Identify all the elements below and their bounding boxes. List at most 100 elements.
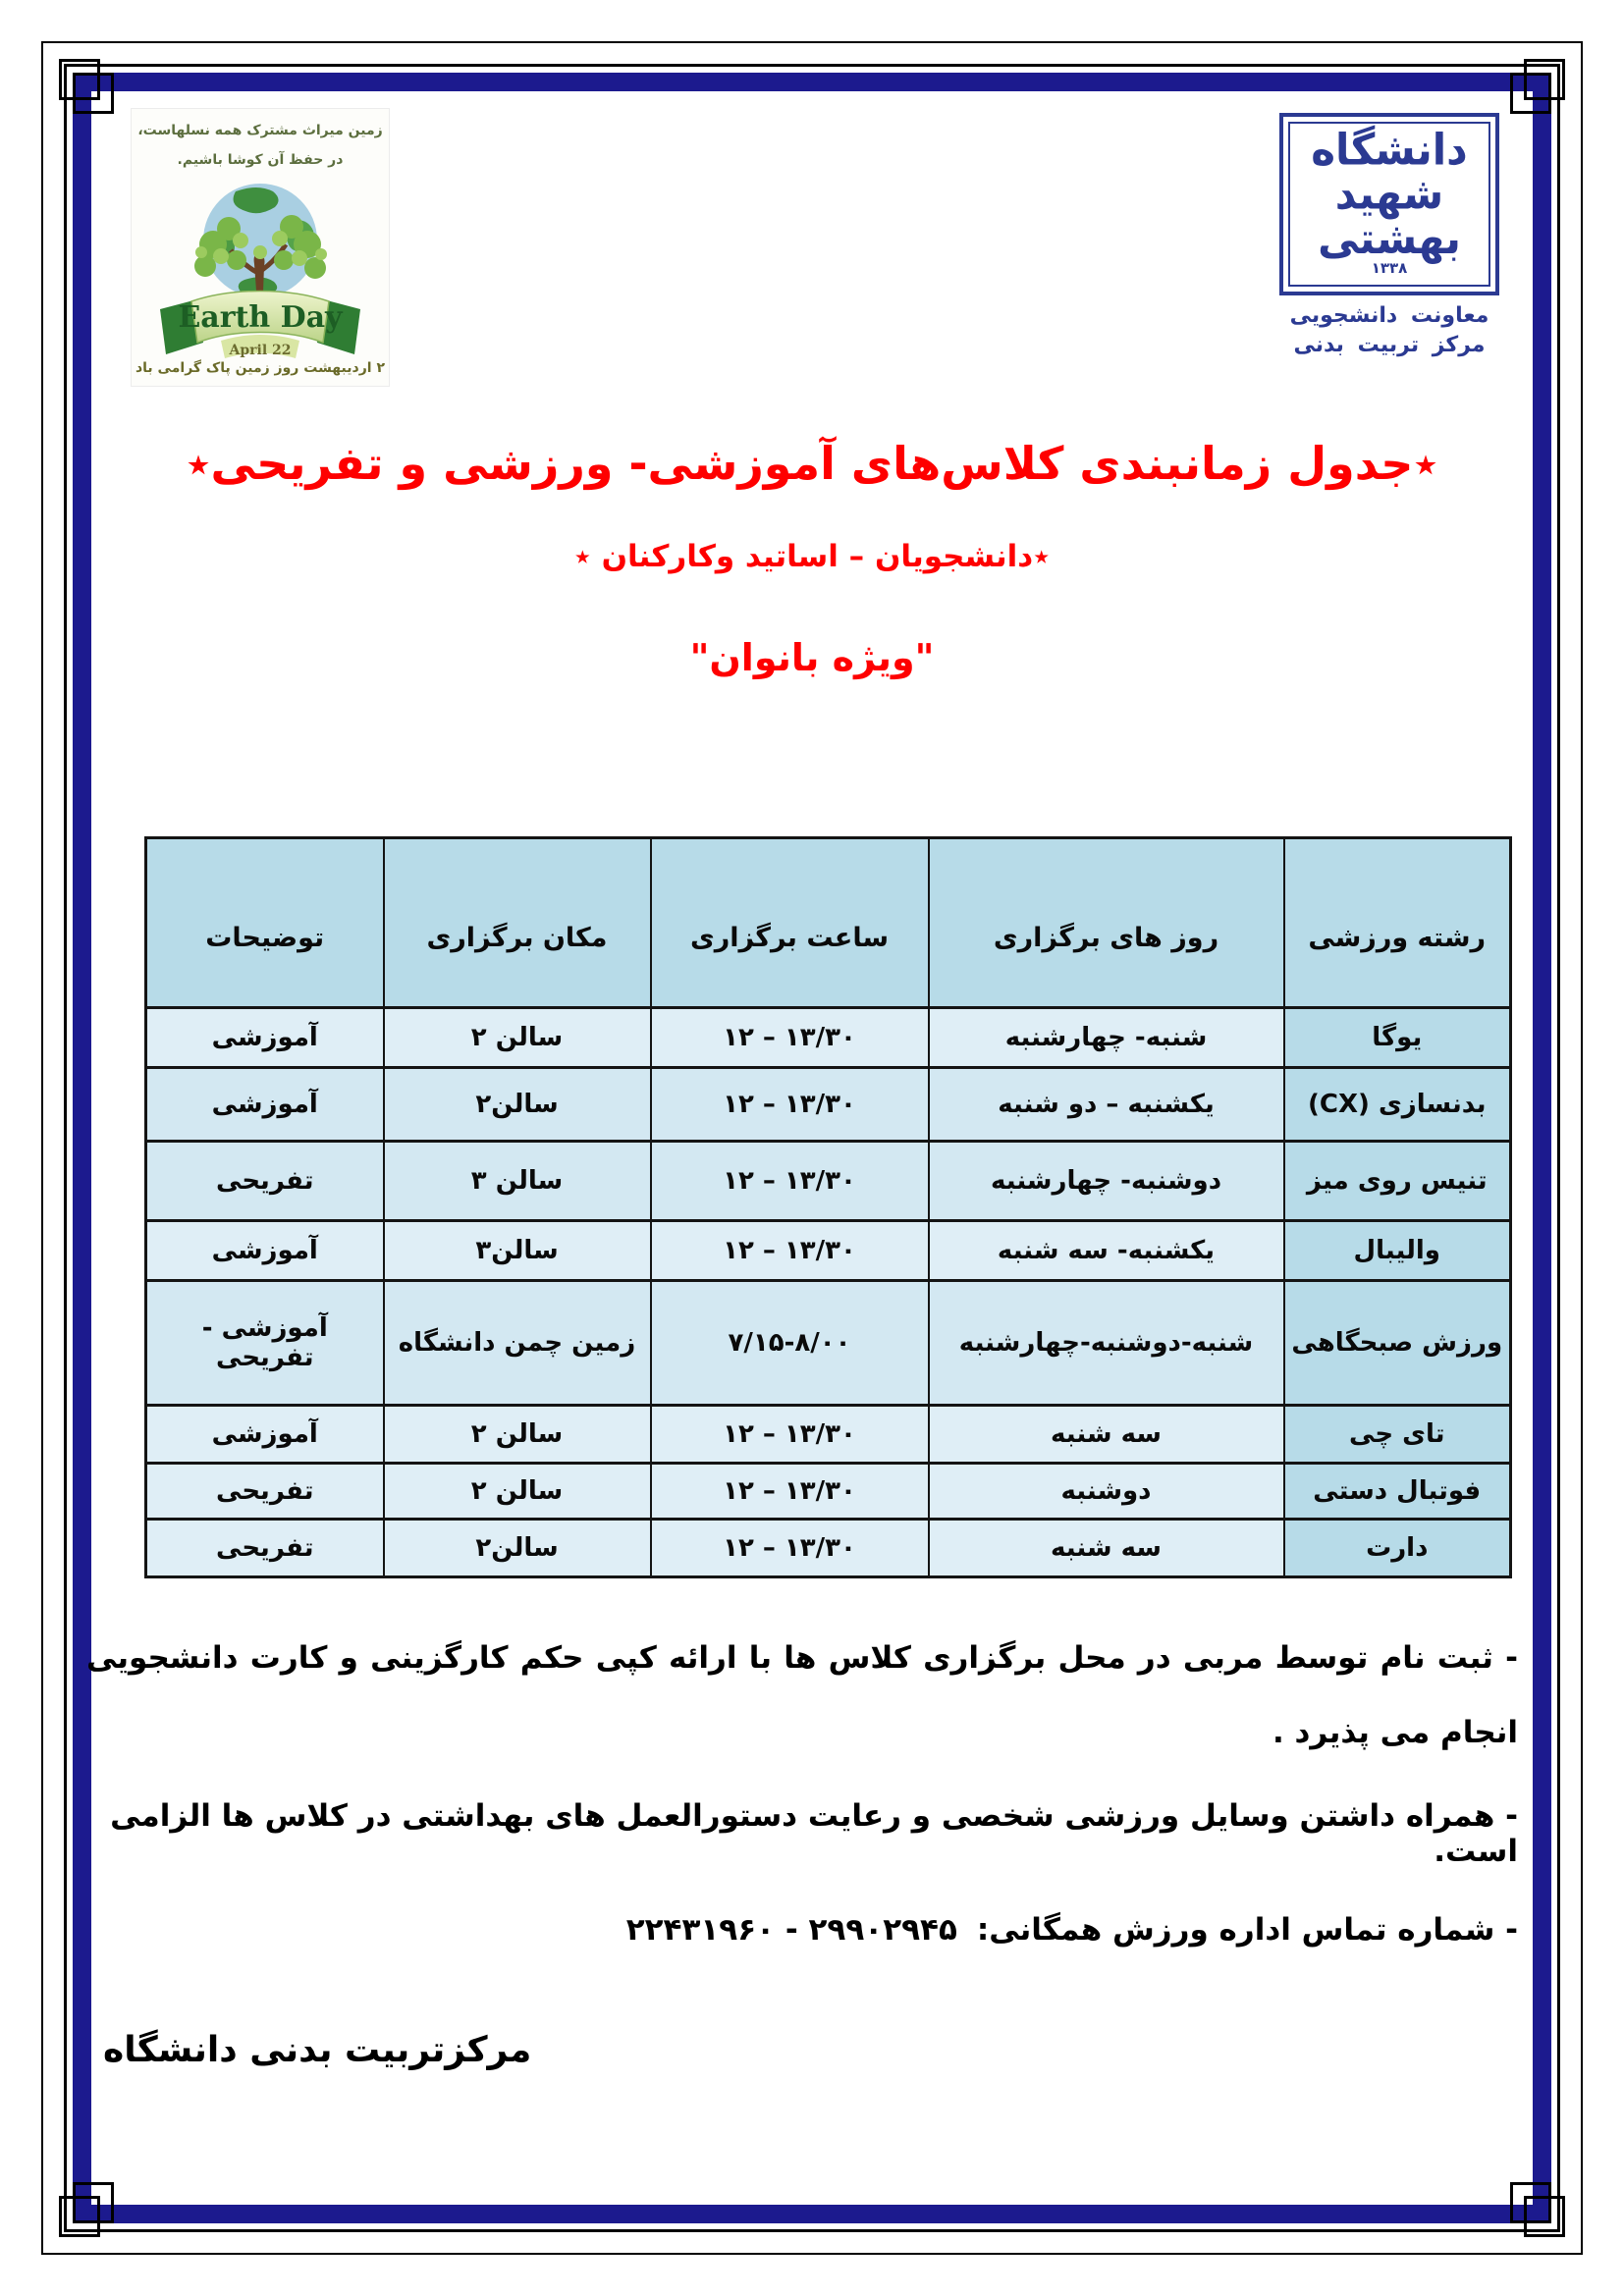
time-range: ۱۲ – ۱۳/۳۰ [723, 1533, 856, 1563]
cell-days: سه شنبه [927, 1518, 1285, 1578]
university-logo: دانشگاه شهید بهشتی ۱۳۳۸ معاونت دانشجویی … [1279, 113, 1499, 359]
cell-time: ۱۲ – ۱۳/۳۰ [649, 1006, 930, 1069]
table-header-row: رشته ورزشی روز های برگزاری ساعت برگزاری … [144, 836, 1512, 1009]
earth-day-banner-title: Earth Day [178, 300, 344, 335]
time-range: ۱۲ – ۱۳/۳۰ [723, 1419, 856, 1449]
cell-sport: تای چی [1282, 1404, 1512, 1465]
corner-ornament [1524, 2196, 1565, 2237]
table-row: تنیس روی میز دوشنبه- چهارشنبه ۱۲ – ۱۳/۳۰ سا… [144, 1140, 1512, 1222]
time-range: ۱۲ – ۱۳/۳۰ [723, 1023, 856, 1052]
university-logo-subtitle-2: مرکز تربیت بدنی [1293, 332, 1486, 357]
earth-globe-illustration: Earth Day April 22 [160, 184, 360, 358]
cell-place: سالن ۳ [382, 1140, 652, 1222]
cell-time: ۱۲ – ۱۳/۳۰ [649, 1404, 930, 1465]
cell-time: ۱۲ – ۱۳/۳۰ [649, 1219, 930, 1282]
notes-section: - ثبت نام توسط مربی در محل برگزاری کلاس … [86, 1622, 1518, 1948]
cell-sport: ورزش صبحگاهی [1282, 1279, 1512, 1407]
contact-phone-numbers: ۲۲۴۳۱۹۶۰ - ۲۹۹۰۲۹۴۵ [625, 1911, 957, 1948]
header-notes: توضیحات [144, 836, 385, 1009]
page-subtitle: ٭دانشجویان – اساتید وکارکنان ٭ [573, 539, 1051, 574]
cell-note: تفریحی [144, 1518, 385, 1578]
table-row: یوگا شنبه- چهارشنبه ۱۲ – ۱۳/۳۰ سالن ۲ آموزشی [144, 1006, 1512, 1069]
time-range: ۱۲ – ۱۳/۳۰ [723, 1166, 856, 1196]
inner-frame-line [64, 64, 1560, 2232]
cell-note: آموزشی [144, 1066, 385, 1143]
cell-time: ۱۲ – ۱۳/۳۰ [649, 1140, 930, 1222]
time-range: ۱۲ – ۱۳/۳۰ [723, 1476, 856, 1506]
university-name: دانشگاه شهید بهشتی [1311, 124, 1468, 263]
cell-note: تفریحی [144, 1462, 385, 1521]
university-logo-inner-frame: دانشگاه شهید بهشتی ۱۳۳۸ [1288, 122, 1490, 287]
note-equipment: - همراه داشتن وسایل ورزشی شخصی و رعایت د… [110, 1797, 1518, 1869]
schedule-table: رشته ورزشی روز های برگزاری ساعت برگزاری … [144, 836, 1512, 1578]
corner-ornament [1510, 73, 1551, 114]
header-sport: رشته ورزشی [1282, 836, 1512, 1009]
header-time: ساعت برگزاری [649, 836, 930, 1009]
navy-frame-band [73, 73, 1551, 2223]
table-row: ورزش صبحگاهی شنبه-دوشنبه-چهارشنبه ۷/۱۵-۸/۰… [144, 1279, 1512, 1407]
earth-day-banner-date: April 22 [228, 343, 291, 358]
cell-note: تفریحی [144, 1140, 385, 1222]
cell-time: ۱۲ – ۱۳/۳۰ [649, 1462, 930, 1521]
outer-frame-line [41, 41, 1583, 2255]
table-row: دارت سه شنبه ۱۲ – ۱۳/۳۰ سالن۲ تفریحی [144, 1518, 1512, 1578]
table-row: بدنسازی (CX) یکشنبه – دو شنبه ۱۲ – ۱۳/۳۰ سا… [144, 1066, 1512, 1143]
cell-sport: بدنسازی (CX) [1282, 1066, 1512, 1143]
corner-ornament [59, 2196, 100, 2237]
page-title: ٭جدول زمانبندی کلاس‌های آموزشی- ورزشی و … [186, 437, 1438, 490]
corner-ornament [59, 59, 100, 100]
cell-note: آموزشی [144, 1404, 385, 1465]
table-row: تای چی سه شنبه ۱۲ – ۱۳/۳۰ سالن ۲ آموزشی [144, 1404, 1512, 1465]
cell-days: شنبه-دوشنبه-چهارشنبه [927, 1279, 1285, 1407]
cell-time: ۱۲ – ۱۳/۳۰ [649, 1066, 930, 1143]
earth-day-logo: زمین میراث مشترک همه نسلهاست، در حفظ آن … [131, 108, 390, 387]
cell-place: سالن۳ [382, 1219, 652, 1282]
cell-place: سالن ۲ [382, 1462, 652, 1521]
corner-ornament [1510, 2182, 1551, 2223]
header-days: روز های برگزاری [927, 836, 1285, 1009]
cell-place: سالن ۲ [382, 1404, 652, 1465]
cell-sport: یوگا [1282, 1006, 1512, 1069]
cell-days: سه شنبه [927, 1404, 1285, 1465]
cell-sport: والیبال [1282, 1219, 1512, 1282]
note-contact: - شماره تماس اداره ورزش همگانی: ۲۲۴۳۱۹۶۰ … [86, 1912, 1518, 1948]
audience-label: "ویژه بانوان" [689, 636, 935, 679]
cell-sport: تنیس روی میز [1282, 1140, 1512, 1222]
table-row: فوتبال دستی دوشنبه ۱۲ – ۱۳/۳۰ سالن ۲ تفریحی [144, 1462, 1512, 1521]
cell-note: آموزشی [144, 1219, 385, 1282]
cell-sport: دارت [1282, 1518, 1512, 1578]
time-range: ۱۲ – ۱۳/۳۰ [723, 1090, 856, 1119]
note-registration: - ثبت نام توسط مربی در محل برگزاری کلاس … [86, 1640, 1518, 1750]
cell-sport: فوتبال دستی [1282, 1462, 1512, 1521]
earth-logo-text-line1: زمین میراث مشترک همه نسلهاست، [137, 123, 383, 138]
header-place: مکان برگزاری [382, 836, 652, 1009]
cell-time: ۷/۱۵-۸/۰۰ [649, 1279, 930, 1407]
cell-place: سالن۲ [382, 1066, 652, 1143]
corner-ornament [73, 2182, 114, 2223]
cell-note: آموزشی - تفریحی [144, 1279, 385, 1407]
note-contact-label: - شماره تماس اداره ورزش همگانی: [976, 1911, 1518, 1948]
cell-days: دوشنبه [927, 1462, 1285, 1521]
earth-logo-text-line2: در حفظ آن کوشا باشیم. [177, 152, 344, 168]
cell-days: شنبه- چهارشنبه [927, 1006, 1285, 1069]
cell-place: زمین چمن دانشگاه [382, 1279, 652, 1407]
cell-days: دوشنبه- چهارشنبه [927, 1140, 1285, 1222]
footer-signature: مرکزتربیت بدنی دانشگاه [103, 2030, 532, 2070]
time-range: ۷/۱۵-۸/۰۰ [728, 1328, 851, 1358]
university-founding-year: ۱۳۳۸ [1371, 259, 1408, 278]
university-logo-subtitle-1: معاونت دانشجویی [1289, 303, 1489, 328]
schedule-table-body: یوگا شنبه- چهارشنبه ۱۲ – ۱۳/۳۰ سالن ۲ آموزشی… [144, 1006, 1512, 1578]
cell-place: سالن۲ [382, 1518, 652, 1578]
corner-ornament [73, 73, 114, 114]
cell-days: یکشنبه – دو شنبه [927, 1066, 1285, 1143]
cell-place: سالن ۲ [382, 1006, 652, 1069]
cell-time: ۱۲ – ۱۳/۳۰ [649, 1518, 930, 1578]
earth-logo-caption: ۲ اردیبهشت روز زمین پاک گرامی باد [135, 360, 385, 376]
corner-ornament [1524, 59, 1565, 100]
cell-days: یکشنبه- سه شنبه [927, 1219, 1285, 1282]
table-row: والیبال یکشنبه- سه شنبه ۱۲ – ۱۳/۳۰ سالن۳ آمو… [144, 1219, 1512, 1282]
time-range: ۱۲ – ۱۳/۳۰ [723, 1236, 856, 1265]
cell-note: آموزشی [144, 1006, 385, 1069]
university-logo-emblem: دانشگاه شهید بهشتی ۱۳۳۸ [1279, 113, 1499, 295]
